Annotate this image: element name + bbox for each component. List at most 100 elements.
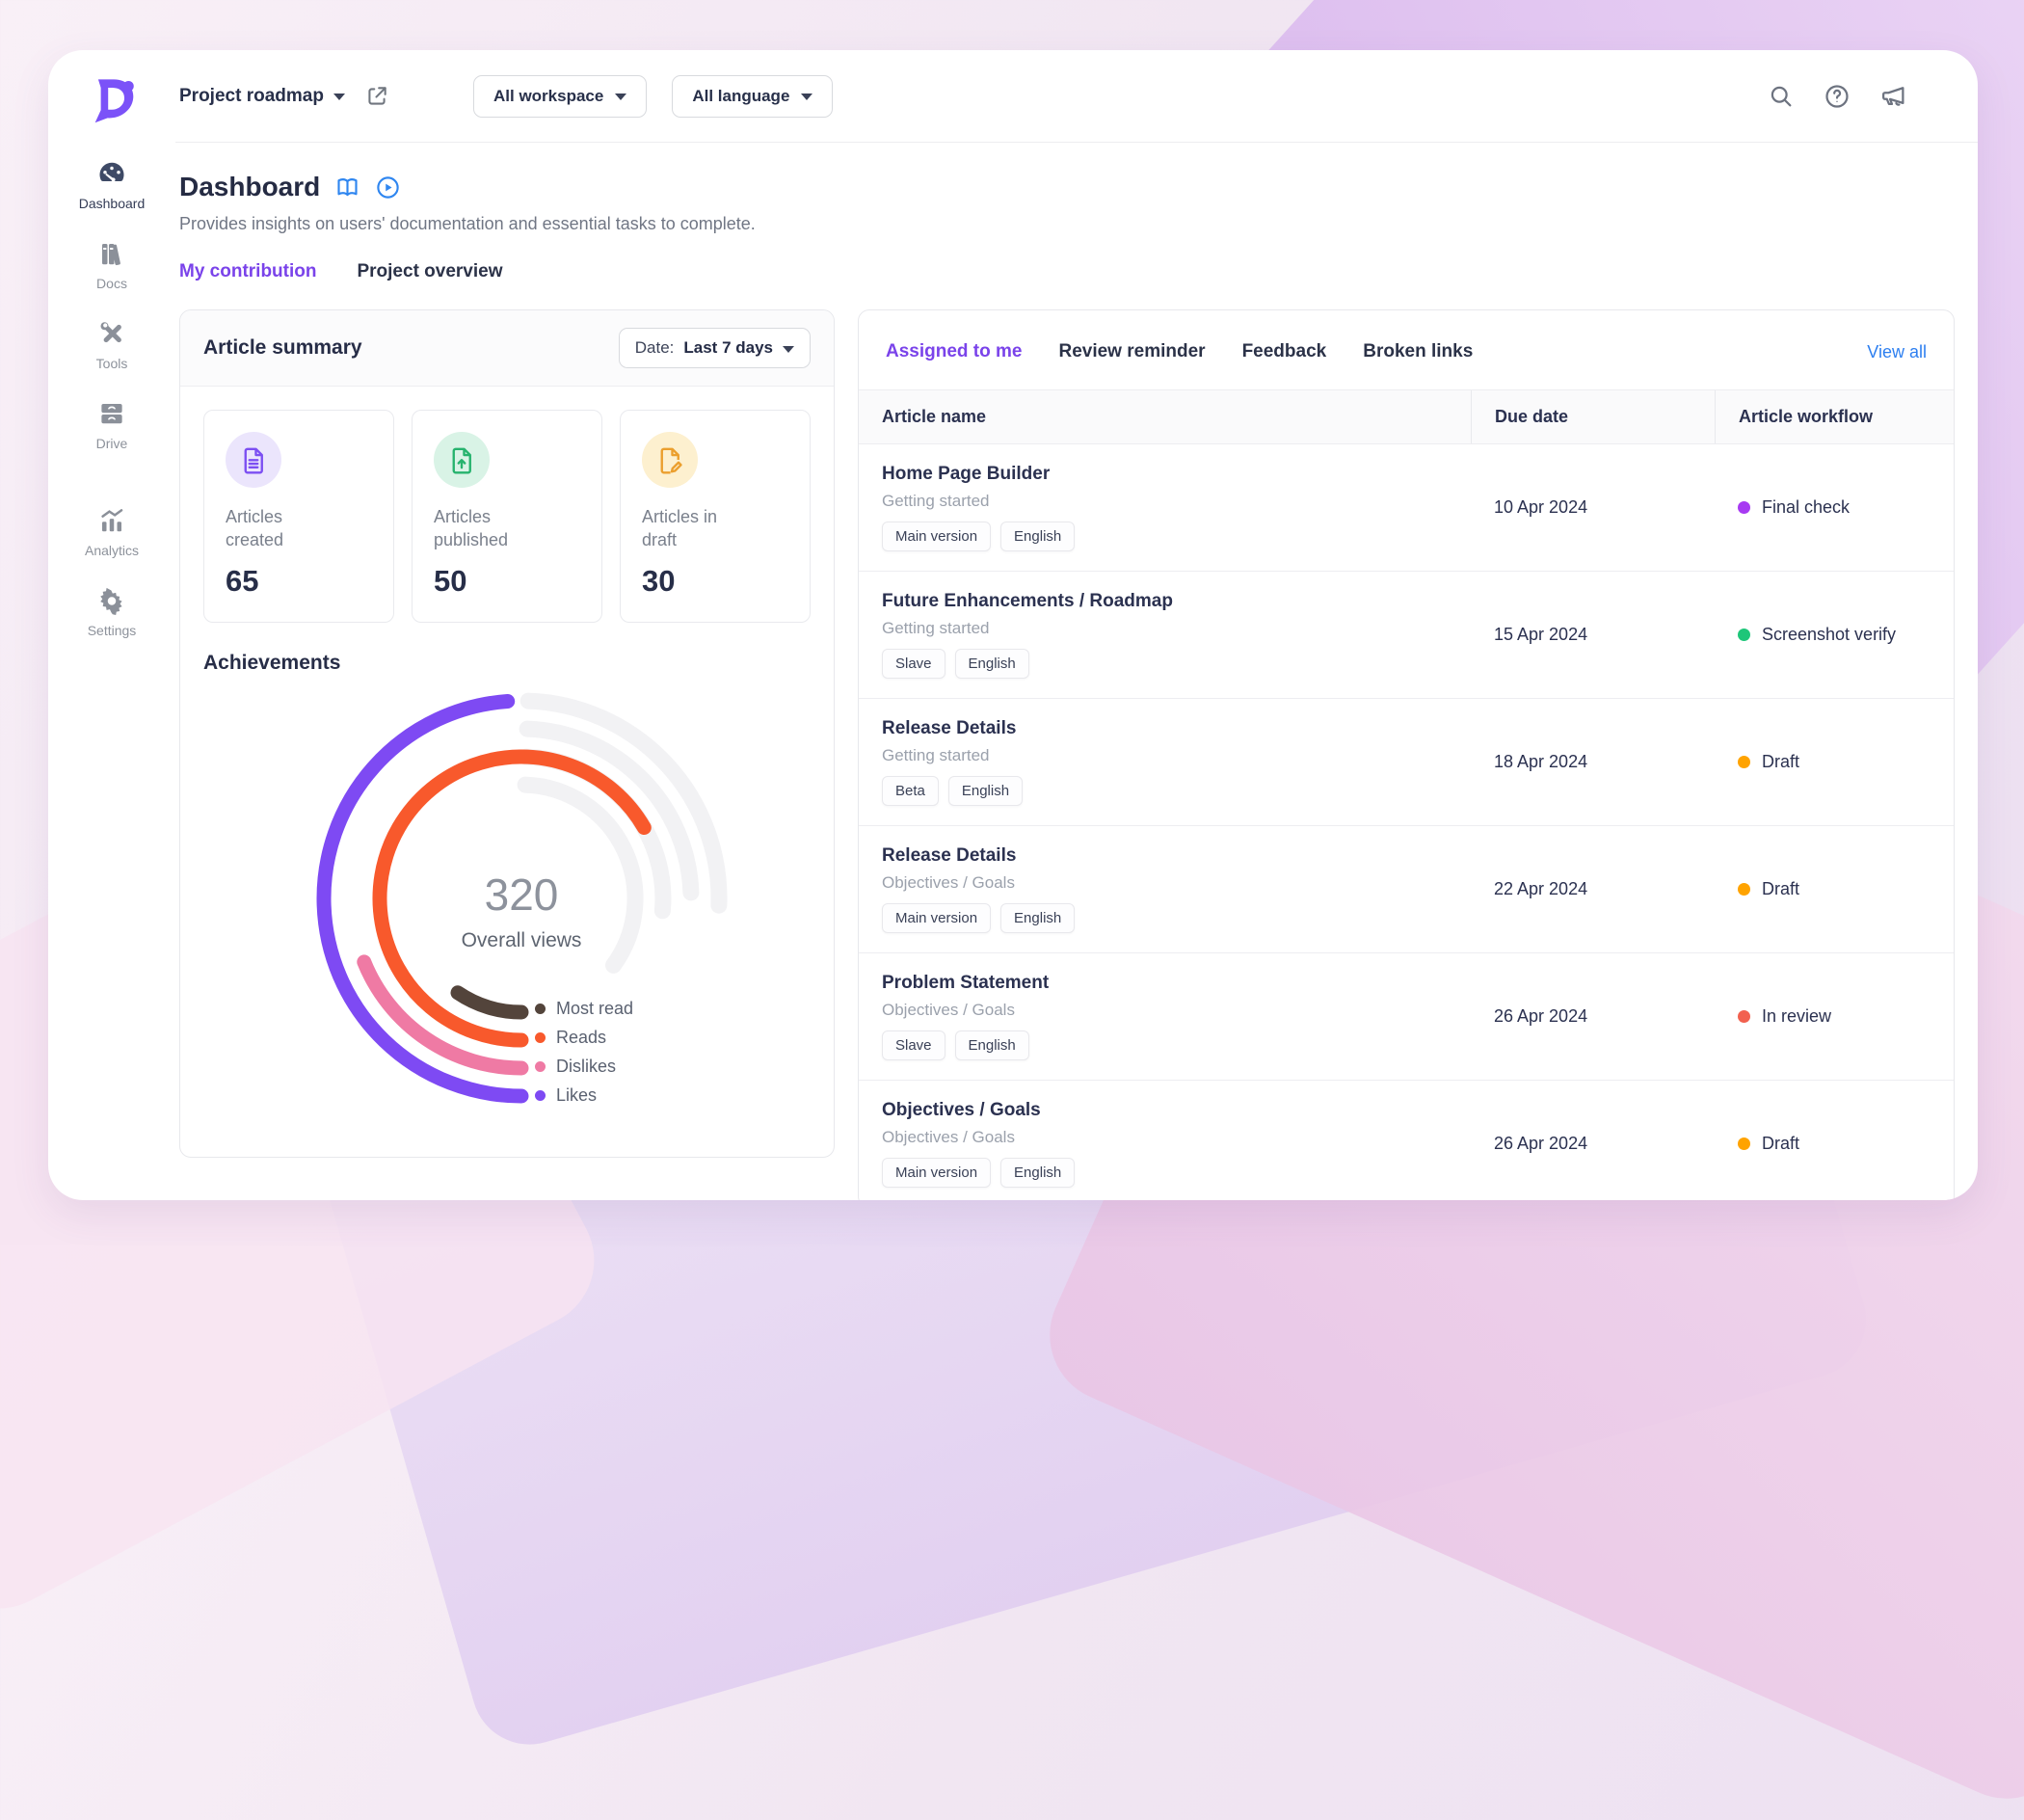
open-external-icon[interactable]	[364, 84, 389, 109]
legend-label: Likes	[556, 1085, 598, 1106]
page-title: Dashboard	[179, 172, 321, 201]
version-language-badge: English	[954, 1030, 1029, 1060]
gauge-arc-dislikes	[357, 953, 529, 1076]
tab-feedback[interactable]: Feedback	[1241, 341, 1327, 361]
legend-dot	[535, 1004, 546, 1015]
help-button[interactable]	[1824, 83, 1851, 110]
workflow-status-dot	[1738, 1010, 1750, 1023]
sidebar-item-settings[interactable]: Settings	[48, 585, 175, 638]
workflow-status-dot	[1738, 883, 1750, 896]
legend-label: Most read	[556, 999, 634, 1019]
project-switcher[interactable]: Project roadmap	[179, 86, 345, 107]
topbar-actions	[1768, 82, 1908, 111]
announcements-button[interactable]	[1879, 82, 1908, 111]
version-language-badge: Main version	[882, 522, 992, 551]
due-date-cell: 26 Apr 2024	[1494, 1134, 1588, 1153]
language-dropdown[interactable]: All language	[672, 74, 834, 118]
article-category: Objectives / Goals	[882, 1128, 1015, 1146]
sidebar-nav: Dashboard Docs Tools Drive	[48, 158, 175, 638]
tab-assigned-to-me[interactable]: Assigned to me	[886, 341, 1023, 361]
stat-value: 50	[434, 563, 467, 598]
sidebar-item-label: Analytics	[84, 543, 140, 558]
article-summary-title: Article summary	[203, 336, 362, 359]
table-body: Home Page Builder Getting started Main v…	[859, 444, 1954, 1200]
legend-dot	[535, 1061, 546, 1073]
search-button[interactable]	[1768, 83, 1795, 110]
article-category: Getting started	[882, 746, 990, 764]
tasks-panel: Assigned to me Review reminder Feedback …	[858, 309, 1955, 1200]
gauge-arc-likes	[316, 693, 529, 1104]
table-row[interactable]: Release Details Getting started Beta Engl…	[859, 699, 1954, 826]
stat-label: Articles created	[226, 507, 284, 550]
table-header: Article name Due date Article workflow	[859, 389, 1954, 444]
article-category: Getting started	[882, 619, 990, 637]
table-row[interactable]: Release Details Objectives / Goals Main …	[859, 826, 1954, 953]
article-name-cell: Problem Statement Objectives / Goals Sla…	[859, 953, 1471, 1080]
article-category: Objectives / Goals	[882, 873, 1015, 892]
workflow-status-label: Screenshot verify	[1762, 625, 1897, 644]
legend-item-most-read: Most read	[535, 995, 633, 1024]
workspace-dropdown[interactable]: All workspace	[473, 74, 648, 118]
chevron-down-icon	[333, 94, 345, 100]
date-filter-label: Date:	[634, 338, 675, 357]
workflow-cell: Screenshot verify	[1715, 605, 1954, 664]
article-stats: Articles created 65 Articles published 5…	[203, 410, 811, 623]
stat-value: 65	[226, 563, 259, 598]
sidebar-item-dashboard[interactable]: Dashboard	[48, 158, 175, 211]
badge-list: Slave English	[882, 649, 1448, 679]
article-name-cell: Release Details Getting started Beta Engl…	[859, 699, 1471, 825]
column-header-article-name: Article name	[882, 407, 987, 426]
sidebar-item-drive[interactable]: Drive	[48, 398, 175, 451]
stat-label: Articles in draft	[642, 507, 718, 550]
date-filter-dropdown[interactable]: Date: Last 7 days	[618, 328, 811, 368]
workflow-status-dot	[1738, 629, 1750, 641]
due-date-cell: 22 Apr 2024	[1494, 879, 1588, 898]
achievements-gauge: 320 Overall views Most read Reads Dislik…	[203, 681, 812, 1134]
gauge-arc-reads	[372, 749, 652, 1048]
stat-articles-in-draft: Articles in draft 30	[620, 410, 811, 623]
workflow-cell: Draft	[1715, 860, 1954, 919]
table-row[interactable]: Home Page Builder Getting started Main v…	[859, 444, 1954, 572]
achievements-title: Achievements	[203, 651, 341, 674]
due-date-cell: 26 Apr 2024	[1494, 1006, 1588, 1026]
page-description: Provides insights on users' documentatio…	[179, 214, 756, 233]
gauge-center-label: Overall views	[462, 929, 582, 951]
sidebar-item-analytics[interactable]: Analytics	[48, 505, 175, 558]
analytics-chart-icon	[96, 505, 127, 536]
gauge-track-most-read	[517, 776, 644, 974]
megaphone-icon	[1882, 86, 1904, 106]
legend-item-likes: Likes	[535, 1082, 633, 1111]
video-tutorial-icon[interactable]	[375, 174, 401, 201]
gauge-chart: 320 Overall views	[316, 692, 728, 1104]
project-name: Project roadmap	[179, 85, 324, 106]
article-name-cell: Release Details Objectives / Goals Main …	[859, 826, 1471, 952]
version-language-badge: English	[1000, 1158, 1076, 1188]
sidebar-item-docs[interactable]: Docs	[48, 238, 175, 291]
tab-my-contribution[interactable]: My contribution	[179, 261, 317, 281]
gauge-arc-most-read	[450, 984, 529, 1020]
app-logo[interactable]	[87, 75, 137, 125]
legend-label: Reads	[556, 1028, 607, 1048]
due-date-cell: 15 Apr 2024	[1494, 625, 1588, 644]
article-summary-panel: Article summary Date: Last 7 days	[179, 309, 835, 1158]
view-all-link[interactable]: View all	[1867, 341, 1927, 361]
workflow-cell: In review	[1715, 987, 1954, 1046]
docs-help-icon[interactable]	[334, 174, 360, 201]
topbar-filters: All workspace All language	[473, 74, 834, 118]
tab-project-overview[interactable]: Project overview	[357, 261, 503, 281]
due-date-cell: 18 Apr 2024	[1494, 752, 1588, 771]
table-row[interactable]: Objectives / Goals Objectives / Goals Ma…	[859, 1081, 1954, 1200]
tab-review-reminder[interactable]: Review reminder	[1058, 341, 1206, 361]
table-row[interactable]: Future Enhancements / Roadmap Getting st…	[859, 572, 1954, 699]
version-language-badge: Slave	[882, 649, 945, 679]
workflow-status-dot	[1738, 1138, 1750, 1150]
language-dropdown-value: All language	[692, 86, 790, 105]
stat-value: 30	[642, 563, 676, 598]
legend-label: Dislikes	[556, 1057, 617, 1077]
tab-broken-links[interactable]: Broken links	[1363, 341, 1474, 361]
tasks-table: Article name Due date Article workflow H…	[859, 389, 1954, 1200]
table-row[interactable]: Problem Statement Objectives / Goals Sla…	[859, 953, 1954, 1081]
legend-dot	[535, 1090, 546, 1102]
sidebar-item-label: Tools	[95, 356, 128, 371]
sidebar-item-tools[interactable]: Tools	[48, 318, 175, 371]
